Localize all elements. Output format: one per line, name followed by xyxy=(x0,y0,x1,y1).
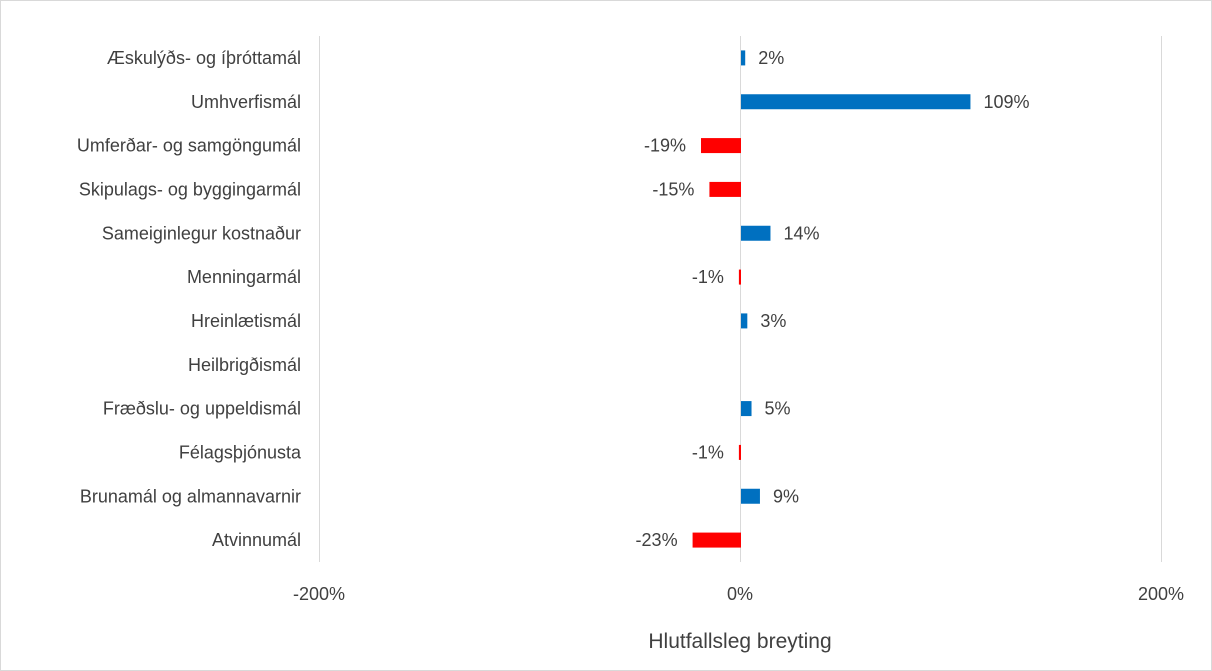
data-label: -1% xyxy=(692,267,724,287)
data-label: 109% xyxy=(983,92,1029,112)
gridlines xyxy=(319,36,1162,562)
category-label: Menningarmál xyxy=(187,267,301,287)
data-label: 3% xyxy=(760,311,786,331)
category-label: Atvinnumál xyxy=(212,530,301,550)
bar xyxy=(741,313,748,329)
category-label: Æskulýðs- og íþróttamál xyxy=(107,48,301,68)
bars xyxy=(692,50,971,548)
x-tick-label: -200% xyxy=(293,584,345,604)
data-label: -1% xyxy=(692,442,724,462)
bar xyxy=(701,138,741,154)
bar xyxy=(738,269,741,285)
category-label: Brunamál og almannavarnir xyxy=(80,486,301,506)
bar xyxy=(741,488,760,504)
category-label: Félagsþjónusta xyxy=(179,442,302,462)
data-label: -19% xyxy=(644,136,686,156)
data-label: 9% xyxy=(773,486,799,506)
x-axis-title: Hlutfallsleg breyting xyxy=(648,630,831,653)
bar xyxy=(741,401,752,417)
bar xyxy=(741,50,746,66)
bar xyxy=(741,94,971,110)
category-label: Umhverfismál xyxy=(191,92,301,112)
bar xyxy=(692,532,741,548)
data-label: -23% xyxy=(636,530,678,550)
data-label: 5% xyxy=(765,399,791,419)
bar xyxy=(738,444,741,460)
x-tick-label: 0% xyxy=(727,584,753,604)
category-labels: Æskulýðs- og íþróttamál Umhverfismál Umfer… xyxy=(77,48,302,550)
category-label: Hreinlætismál xyxy=(191,311,301,331)
bar xyxy=(709,181,741,197)
data-label: -15% xyxy=(652,179,694,199)
x-tick-label: 200% xyxy=(1138,584,1184,604)
category-label: Umferðar- og samgöngumál xyxy=(77,136,301,156)
bar xyxy=(741,225,771,241)
data-label: 2% xyxy=(758,48,784,68)
data-label: 14% xyxy=(783,223,819,243)
category-label: Heilbrigðismál xyxy=(188,355,301,375)
category-label: Sameiginlegur kostnaður xyxy=(102,223,301,243)
category-label: Skipulags- og byggingarmál xyxy=(79,179,301,199)
data-labels: 2% 109% -19% -15% 14% -1% 3% 5% -1% 9% -23% xyxy=(636,48,1030,550)
x-axis-ticks: -200% 0% 200% xyxy=(293,584,1184,604)
category-label: Fræðslu- og uppeldismál xyxy=(103,399,301,419)
